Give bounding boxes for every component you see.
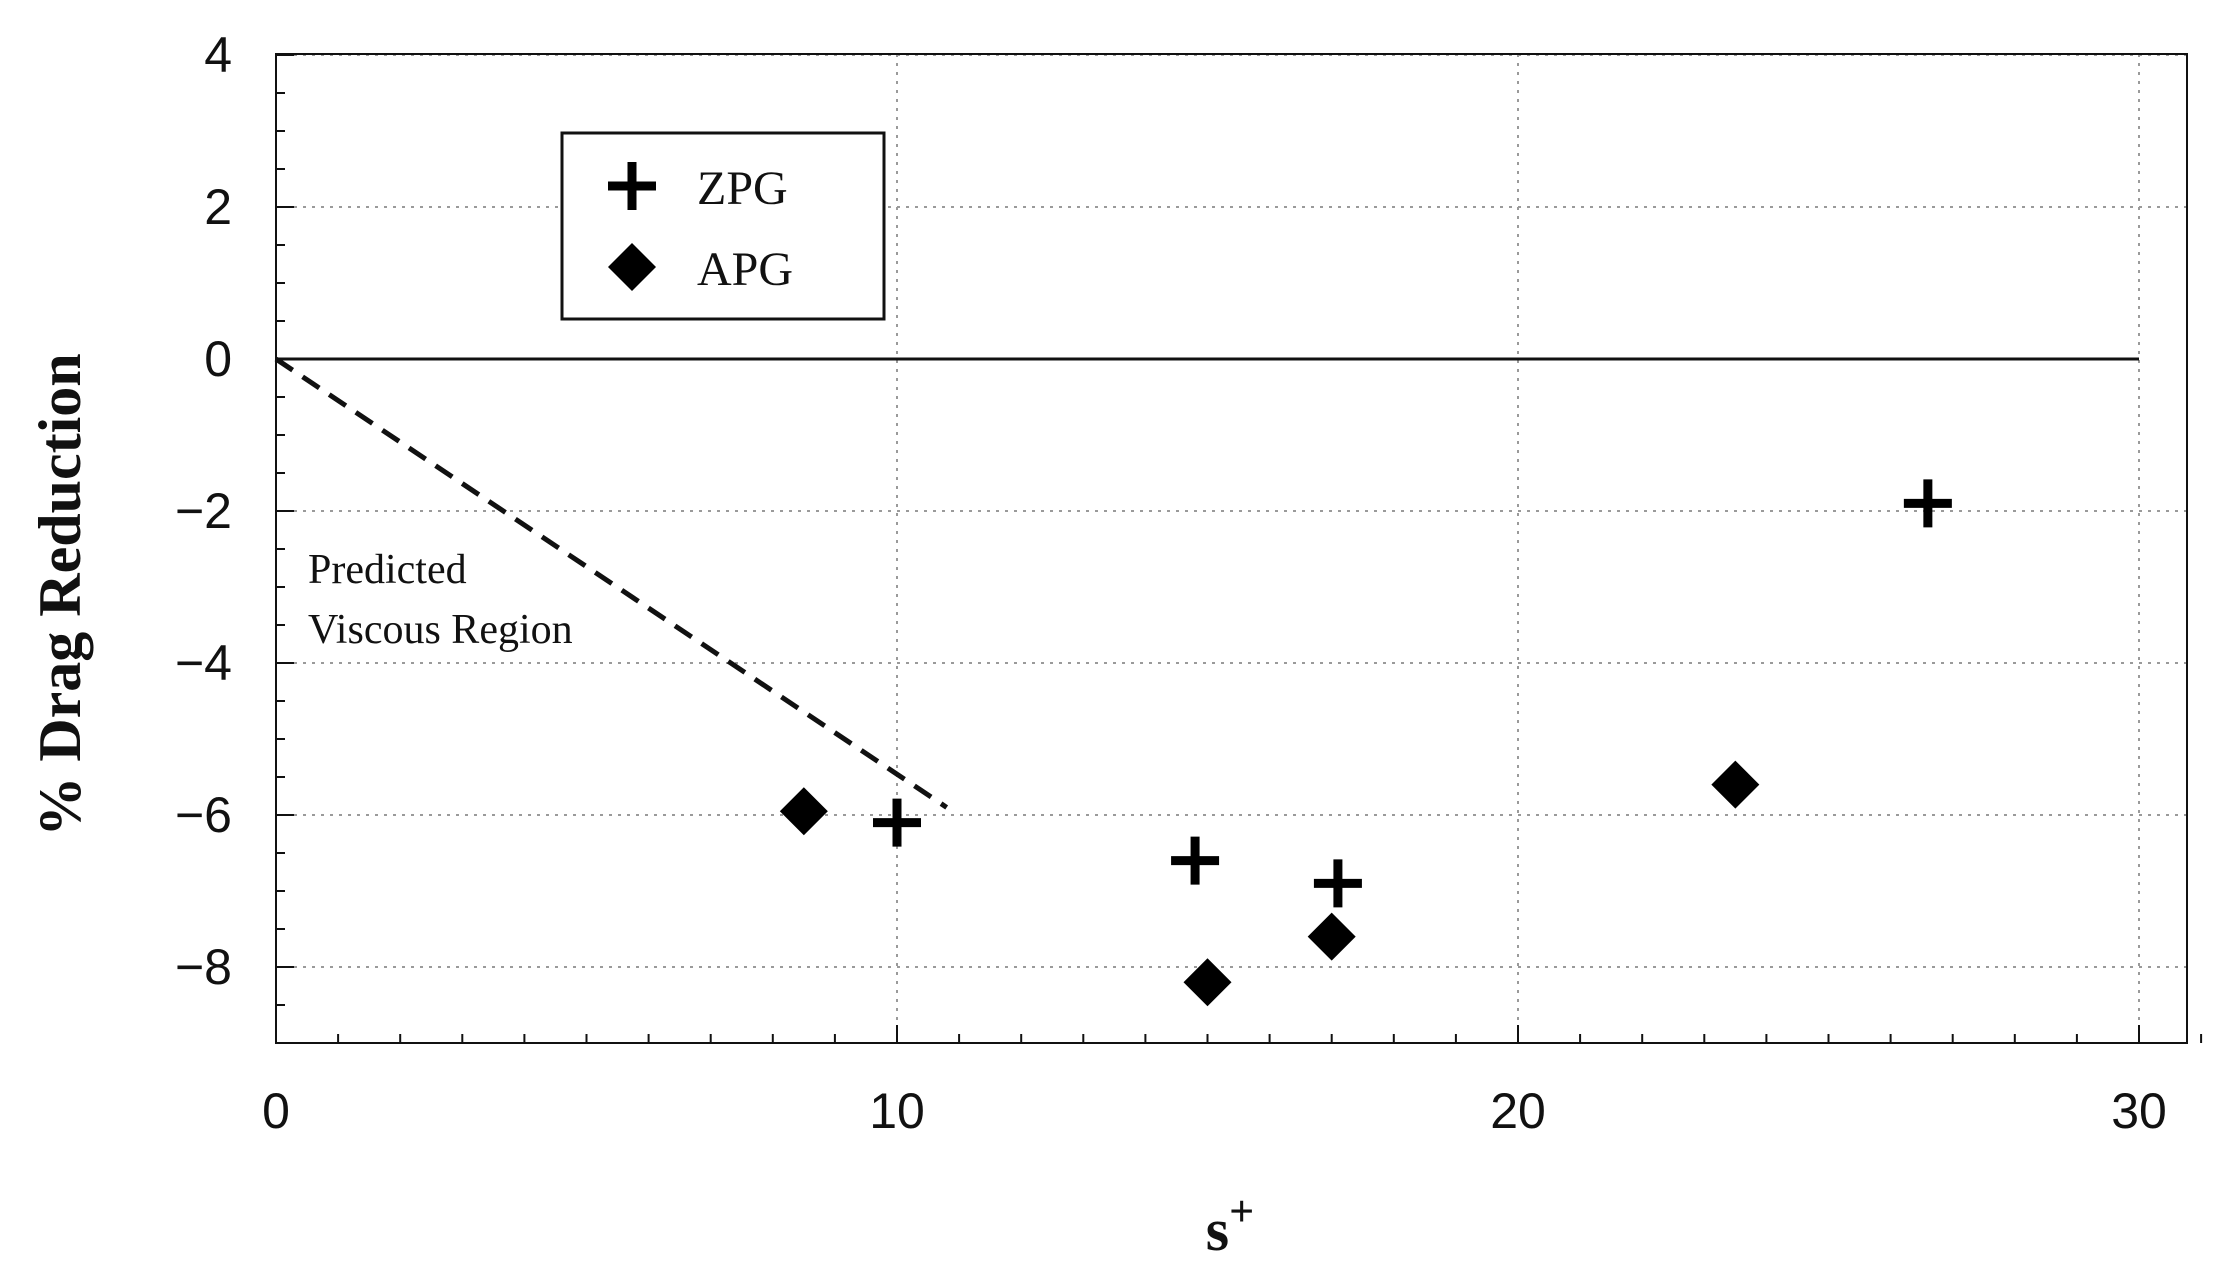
x-tick-label: 0: [262, 1083, 290, 1139]
zpg-point: [1903, 479, 1952, 528]
plot-frame: [275, 53, 2188, 1044]
annotation-line-2: Viscous Region: [308, 607, 573, 653]
zpg-point: [1171, 836, 1220, 885]
predicted-viscous-line: [274, 356, 949, 810]
y-tick-label: 4: [204, 27, 232, 83]
y-axis-title: % Drag Reduction: [27, 353, 93, 836]
legend-box: [560, 131, 886, 321]
x-tick-label: 20: [1490, 1083, 1546, 1139]
apg-point: [1183, 958, 1232, 1007]
legend-label-zpg: ZPG: [697, 162, 788, 215]
annotation-predicted-viscous: Predicted Viscous Region: [308, 547, 573, 653]
legend-marker-apg: [608, 243, 656, 291]
y-tick-label: 2: [204, 179, 232, 235]
y-tick-label: −6: [175, 787, 232, 843]
apg-marker-icon: [608, 243, 656, 291]
x-tick-labels: 0 10 20 30: [262, 1083, 2167, 1139]
legend-marker-zpg: [608, 162, 656, 210]
data-points: [779, 479, 1952, 1007]
x-axis-title-base: s: [1206, 1197, 1229, 1263]
reference-lines: [274, 356, 2139, 810]
y-tick-labels: 4 2 0 −2 −4 −6 −8: [175, 27, 232, 995]
y-tick-label: −8: [175, 939, 232, 995]
apg-point: [779, 787, 828, 836]
legend: ZPG APG: [560, 131, 886, 321]
x-tick-label: 30: [2111, 1083, 2167, 1139]
zpg-point: [1313, 859, 1362, 908]
zpg-point: [873, 798, 921, 847]
apg-point: [1307, 912, 1356, 961]
annotation-line-1: Predicted: [308, 547, 467, 593]
y-tick-label: −2: [175, 483, 232, 539]
legend-label-apg: APG: [697, 243, 793, 296]
apg-point: [1711, 760, 1760, 809]
zpg-marker-icon: [608, 162, 656, 210]
x-axis-title: s+: [1206, 1187, 1254, 1263]
minor-ticks: [275, 54, 2203, 1044]
x-axis-title-superscript: +: [1229, 1187, 1254, 1236]
y-tick-label: 0: [204, 331, 232, 387]
x-tick-label: 10: [869, 1083, 925, 1139]
y-tick-label: −4: [175, 635, 232, 691]
